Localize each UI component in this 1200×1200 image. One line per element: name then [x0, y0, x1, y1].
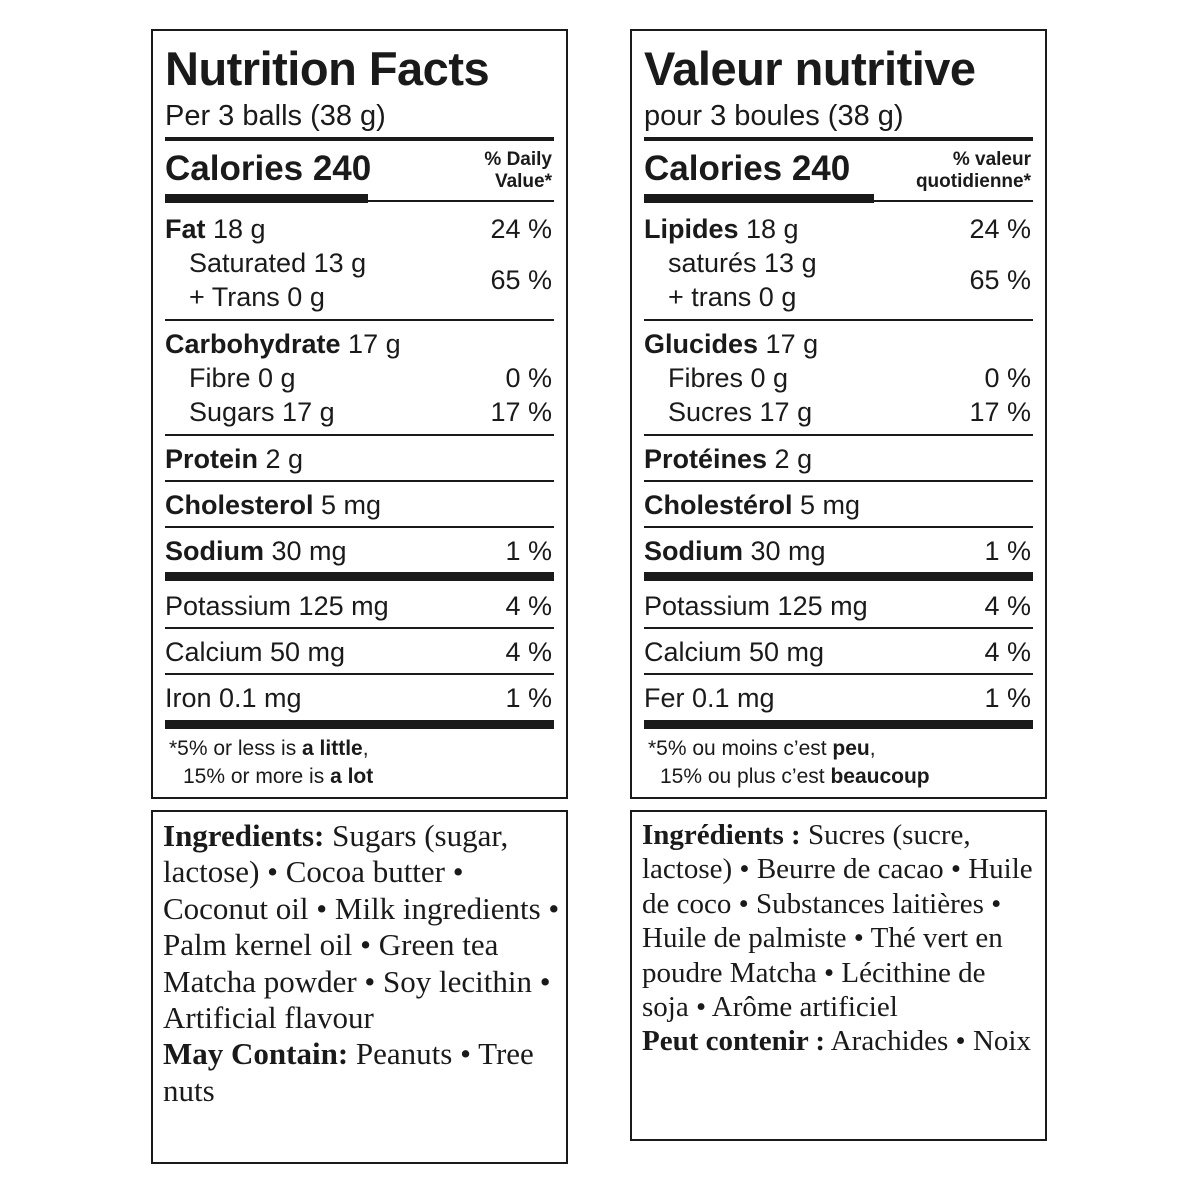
calories-underline	[165, 194, 368, 203]
divider	[644, 627, 1033, 629]
serving-size: Per 3 balls (38 g)	[165, 100, 386, 132]
divider	[165, 526, 554, 528]
thick-divider	[165, 720, 554, 729]
footnote-line-1: *5% or less is a little,	[169, 737, 369, 760]
divider	[165, 319, 554, 321]
divider	[165, 627, 554, 629]
fat-row: Lipides 18 g 24 %	[644, 214, 1031, 244]
nutrition-title: Valeur nutritive	[644, 42, 976, 95]
trans-row: + trans 0 g	[668, 282, 797, 312]
divider	[644, 526, 1033, 528]
allergen-statement: May Contain: Peanuts • Tree nuts	[163, 1036, 534, 1108]
divider	[165, 480, 554, 482]
divider	[644, 434, 1033, 436]
ingredients-list: Ingrédients : Sucres (sucre, lactose) • …	[642, 819, 1033, 1024]
protein-row: Protéines 2 g	[644, 444, 813, 474]
divider	[644, 137, 1033, 141]
footnote-line-2: 15% or more is a lot	[183, 765, 374, 788]
potassium-row: Potassium 125 mg 4 %	[165, 591, 552, 621]
trans-row: + Trans 0 g	[189, 282, 325, 312]
sugars-row: Sugars 17 g 17 %	[189, 397, 552, 427]
divider	[165, 200, 554, 202]
divider	[165, 673, 554, 675]
saturated-row: Saturated 13 g	[189, 248, 367, 278]
cholesterol-row: Cholesterol 5 mg	[165, 490, 382, 520]
ingredients-panel-en: Ingredients: Sugars (sugar, lactose) • C…	[151, 810, 568, 1164]
thick-divider	[644, 720, 1033, 729]
nutrition-title: Nutrition Facts	[165, 42, 490, 95]
ingredients-list: Ingredients: Sugars (sugar, lactose) • C…	[163, 818, 560, 1036]
cholesterol-row: Cholestérol 5 mg	[644, 490, 861, 520]
divider	[165, 434, 554, 436]
calories: Calories 240	[644, 149, 851, 188]
footnote-line-1: *5% ou moins c’est peu,	[648, 737, 876, 760]
calcium-row: Calcium 50 mg 4 %	[165, 637, 552, 667]
ingredients-text-block: Ingrédients : Sucres (sucre, lactose) • …	[642, 818, 1039, 1059]
calories-underline	[644, 194, 874, 203]
thick-divider	[644, 572, 1033, 581]
divider	[644, 319, 1033, 321]
iron-row: Iron 0.1 mg 1 %	[165, 683, 552, 713]
divider	[644, 200, 1033, 202]
serving-size: pour 3 boules (38 g)	[644, 100, 904, 132]
divider	[644, 480, 1033, 482]
nutrition-facts-panel-en: Nutrition Facts Per 3 balls (38 g) Calor…	[151, 29, 568, 799]
sodium-row: Sodium 30 mg 1 %	[165, 536, 552, 566]
thick-divider	[165, 572, 554, 581]
footnote-line-2: 15% ou plus c’est beaucoup	[660, 765, 930, 788]
sodium-row: Sodium 30 mg 1 %	[644, 536, 1031, 566]
ingredients-text-block: Ingredients: Sugars (sugar, lactose) • C…	[163, 818, 560, 1109]
allergen-statement: Peut contenir : Arachides • Noix	[642, 1025, 1031, 1058]
fat-row: Fat 18 g 24 %	[165, 214, 552, 244]
divider	[644, 673, 1033, 675]
nutrition-facts-panel-fr: Valeur nutritive pour 3 boules (38 g) Ca…	[630, 29, 1047, 799]
daily-value-header: % valeur quotidienne*	[915, 149, 1031, 192]
daily-value-header: % Daily Value*	[484, 149, 552, 192]
saturated-row: saturés 13 g	[668, 248, 817, 278]
calories: Calories 240	[165, 149, 372, 188]
protein-row: Protein 2 g	[165, 444, 304, 474]
ingredients-panel-fr: Ingrédients : Sucres (sucre, lactose) • …	[630, 810, 1047, 1141]
calcium-row: Calcium 50 mg 4 %	[644, 637, 1031, 667]
carbohydrate-row: Carbohydrate 17 g	[165, 329, 401, 359]
carbohydrate-row: Glucides 17 g	[644, 329, 819, 359]
divider	[165, 137, 554, 141]
iron-row: Fer 0.1 mg 1 %	[644, 683, 1031, 713]
sugars-row: Sucres 17 g 17 %	[668, 397, 1031, 427]
potassium-row: Potassium 125 mg 4 %	[644, 591, 1031, 621]
